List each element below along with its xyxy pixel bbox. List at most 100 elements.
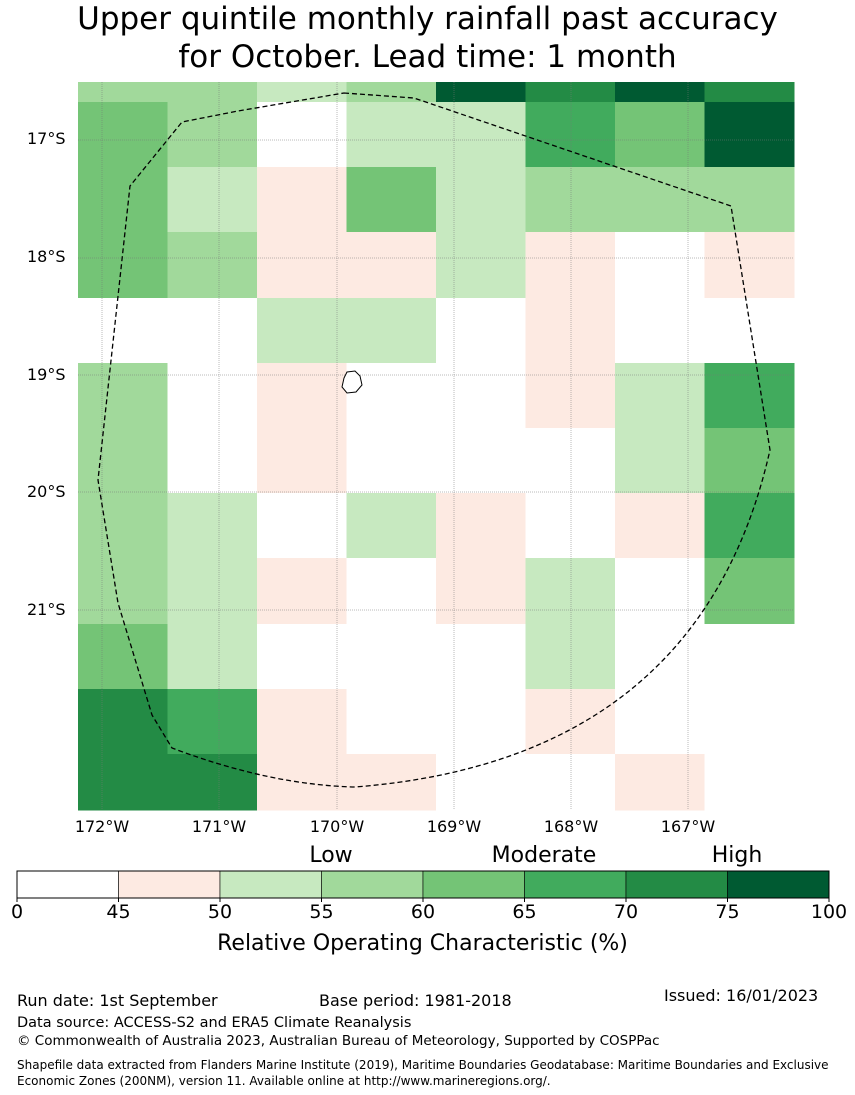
grid-cell — [615, 624, 705, 690]
grid-cell — [346, 493, 437, 559]
grid-cell — [167, 624, 258, 690]
grid-cell — [257, 624, 347, 690]
category-high: High — [711, 843, 763, 868]
grid-cell — [436, 754, 526, 811]
colorbar-tick-label: 50 — [207, 901, 233, 923]
colorbar-tick-label: 0 — [10, 901, 24, 923]
data-source: Data source: ACCESS-S2 and ERA5 Climate … — [17, 1015, 412, 1031]
colorbar-tick-label: 60 — [410, 901, 436, 923]
grid-cell — [704, 558, 795, 625]
colorbar-tick-label: 100 — [810, 901, 848, 923]
grid-cell — [78, 624, 168, 690]
grid-cell — [525, 754, 616, 811]
grid-cell — [257, 298, 347, 364]
grid-cell — [167, 493, 258, 559]
grid-cell — [78, 689, 168, 755]
grid-cell — [704, 493, 795, 559]
grid-cell — [615, 102, 705, 168]
lon-label-170w: 170°W — [309, 817, 365, 836]
grid-cell — [615, 428, 705, 494]
grid-cell — [346, 558, 437, 625]
grid-cell — [346, 102, 437, 168]
grid-cell — [78, 82, 168, 103]
grid-cell — [704, 298, 795, 364]
grid-cell — [78, 558, 168, 625]
grid-cell — [346, 167, 437, 233]
grid-cell — [167, 232, 258, 299]
title-line-2: for October. Lead time: 1 month — [178, 39, 677, 75]
grid-cell — [78, 428, 168, 494]
grid-cell — [615, 754, 705, 811]
colorbar-label: Relative Operating Characteristic (%) — [217, 931, 628, 956]
grid-cell — [346, 232, 437, 299]
colorbar-segment — [118, 870, 221, 899]
grid-cell — [525, 167, 616, 233]
grid-cells — [78, 82, 795, 811]
grid-cell — [525, 558, 616, 625]
grid-cell — [704, 754, 795, 811]
colorbar-tick-label: 45 — [106, 901, 131, 923]
lat-label-21s: 21°S — [27, 600, 66, 619]
grid-cell — [436, 558, 526, 625]
grid-cell — [78, 232, 168, 299]
grid-cell — [615, 232, 705, 299]
colorbar-segment — [422, 870, 525, 899]
grid-cell — [167, 82, 258, 103]
grid-cell — [704, 102, 795, 168]
grid-cell — [167, 298, 258, 364]
colorbar-tick-label: 55 — [309, 901, 334, 923]
lon-label-169w: 169°W — [426, 817, 482, 836]
shapefile-line-1: Shapefile data extracted from Flanders M… — [17, 1058, 829, 1072]
base-period: Base period: 1981-2018 — [319, 991, 512, 1010]
grid-cell — [615, 363, 705, 429]
grid-cell — [346, 428, 437, 494]
run-date: Run date: 1st September — [17, 991, 218, 1010]
grid-cell — [436, 689, 526, 755]
grid-cell — [78, 754, 168, 811]
category-low: Low — [309, 843, 353, 868]
title-line-1: Upper quintile monthly rainfall past acc… — [77, 1, 778, 37]
lat-label-20s: 20°S — [27, 482, 66, 501]
copyright: © Commonwealth of Australia 2023, Austra… — [17, 1033, 660, 1049]
grid-cell — [525, 624, 616, 690]
grid-cell — [257, 363, 347, 429]
grid-cell — [704, 82, 795, 103]
grid-cell — [525, 298, 616, 364]
grid-cell — [436, 167, 526, 233]
grid-cell — [78, 167, 168, 233]
grid-cell — [436, 363, 526, 429]
grid-cell — [436, 428, 526, 494]
grid-cell — [346, 624, 437, 690]
grid-cell — [346, 363, 437, 429]
grid-cell — [78, 102, 168, 168]
grid-cell — [257, 102, 347, 168]
lon-label-167w: 167°W — [660, 817, 716, 836]
grid-cell — [704, 624, 795, 690]
grid-cell — [257, 493, 347, 559]
grid-cell — [436, 493, 526, 559]
grid-cell — [167, 363, 258, 429]
grid-cell — [704, 363, 795, 429]
colorbar-tick-label: 70 — [613, 901, 639, 923]
grid-cell — [525, 493, 616, 559]
grid-cell — [704, 428, 795, 494]
colorbar-segment — [524, 870, 627, 899]
colorbar-segment — [625, 870, 728, 899]
grid-cell — [78, 493, 168, 559]
grid-cell — [257, 428, 347, 494]
lat-label-17s: 17°S — [27, 129, 66, 148]
grid-cell — [436, 298, 526, 364]
colorbar-segment — [16, 870, 119, 899]
colorbar-tick-label: 65 — [512, 901, 537, 923]
colorbar-segment — [727, 870, 830, 899]
grid-cell — [257, 82, 347, 103]
colorbar-segment — [321, 870, 424, 899]
lon-label-172w: 172°W — [74, 817, 130, 836]
grid-cell — [346, 689, 437, 755]
grid-cell — [257, 232, 347, 299]
grid-cell — [525, 428, 616, 494]
issued-date: Issued: 16/01/2023 — [664, 986, 819, 1005]
grid-cell — [257, 558, 347, 625]
